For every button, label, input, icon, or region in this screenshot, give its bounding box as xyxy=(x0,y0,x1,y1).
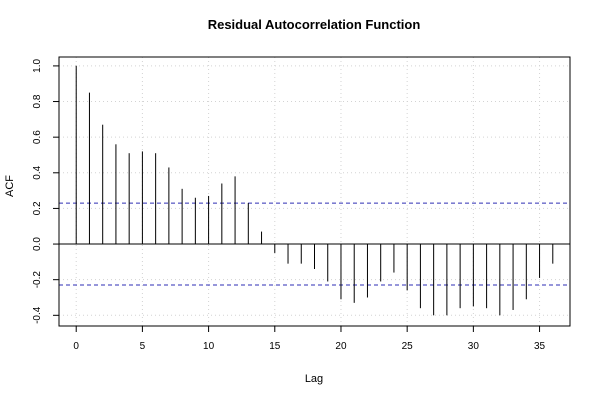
x-tick-label: 5 xyxy=(140,341,146,352)
x-tick-label: 20 xyxy=(335,341,347,352)
y-axis-label: ACF xyxy=(4,175,16,197)
x-tick-label: 0 xyxy=(73,341,79,352)
y-tick-label: 0.2 xyxy=(32,201,43,215)
y-tick-label: 0.8 xyxy=(32,94,43,108)
y-tick-label: -0.2 xyxy=(32,271,43,289)
y-tick-label: 0.0 xyxy=(32,237,43,251)
y-tick-label: 0.6 xyxy=(32,130,43,144)
x-axis: 0 5 10 15 20 25 30 35 xyxy=(73,325,546,352)
chart-title: Residual Autocorrelation Function xyxy=(208,17,421,32)
y-tick-label: 0.4 xyxy=(32,165,43,179)
y-axis: -0.4 -0.2 0.0 0.2 0.4 0.6 0.8 1.0 xyxy=(32,59,59,324)
x-tick-label: 30 xyxy=(468,341,480,352)
acf-bars xyxy=(75,65,554,316)
x-tick-label: 15 xyxy=(269,341,281,352)
x-tick-label: 10 xyxy=(203,341,215,352)
x-axis-label: Lag xyxy=(305,373,323,385)
plot-frame xyxy=(58,56,571,327)
x-tick-label: 35 xyxy=(534,341,546,352)
y-tick-label: 1.0 xyxy=(32,59,43,73)
grid xyxy=(59,57,570,326)
x-tick-label: 25 xyxy=(402,341,414,352)
y-tick-label: -0.4 xyxy=(32,306,43,324)
